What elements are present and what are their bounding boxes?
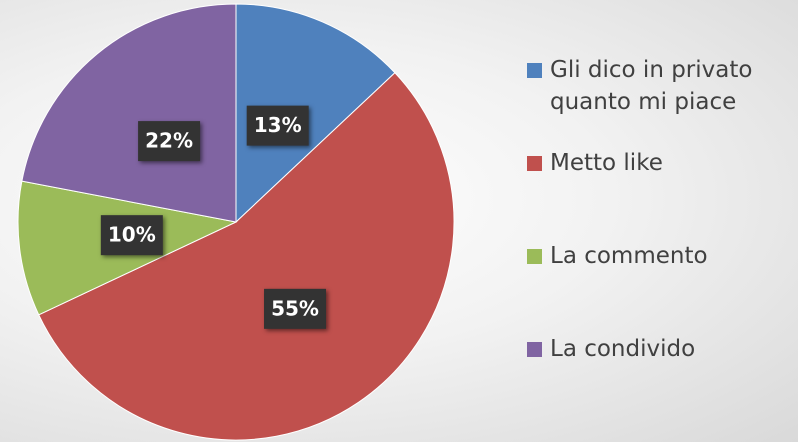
data-label: 55% (271, 296, 319, 320)
data-label-box (246, 105, 309, 146)
data-label: 13% (254, 113, 302, 137)
legend-swatch (527, 249, 542, 264)
data-label: 10% (108, 223, 156, 247)
data-label-box (138, 121, 201, 162)
legend-swatch (527, 156, 542, 171)
legend-item: La condivido (527, 333, 777, 365)
data-label-box (264, 288, 327, 329)
legend-label: La condivido (550, 336, 696, 362)
pie-slice (21, 3, 237, 223)
legend-swatch (527, 63, 542, 78)
legend-item: La commento (527, 240, 777, 272)
data-label: 22% (145, 129, 193, 153)
legend-item: Metto like (527, 147, 777, 179)
legend-swatch (527, 342, 542, 357)
legend-item: Gli dico in privato quanto mi piace (527, 54, 777, 118)
data-label-box (100, 215, 163, 256)
legend-label: Gli dico in privato quanto mi piace (550, 57, 753, 115)
legend-label: Metto like (550, 150, 663, 176)
pie-slice (235, 3, 396, 224)
pie-slice (38, 72, 455, 441)
legend-label: La commento (550, 243, 708, 269)
